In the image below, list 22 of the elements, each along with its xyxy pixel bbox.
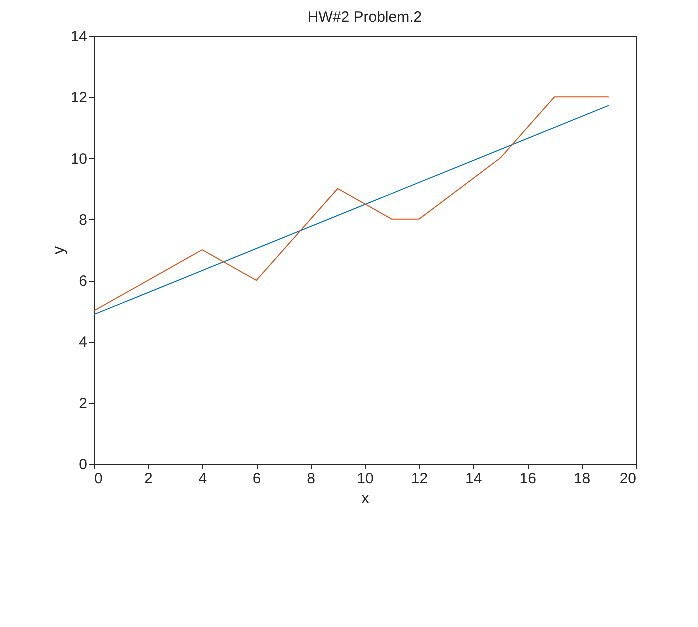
y-tick-label: 12 — [70, 90, 88, 107]
x-tick-label: 8 — [307, 470, 316, 488]
x-tick-label: 10 — [357, 470, 374, 488]
y-tick-label: 8 — [79, 212, 88, 229]
x-axis-title: x — [362, 490, 370, 508]
y-tick-label: 14 — [70, 28, 88, 46]
x-tick-label: 20 — [620, 470, 636, 488]
chart-title: HW#2 Problem.2 — [308, 9, 422, 26]
y-tick-label: 0 — [79, 456, 88, 474]
x-tick-label: 6 — [252, 470, 262, 488]
x-tick-label: 18 — [574, 470, 591, 488]
y-tick-label: 10 — [70, 150, 88, 168]
x-tick-label: 12 — [411, 470, 428, 488]
y-tick-label: 2 — [79, 395, 88, 412]
x-tick-label: 4 — [198, 470, 208, 488]
y-axis-title: y — [50, 246, 68, 254]
x-tick-label: 16 — [520, 470, 536, 488]
y-tick-label: 4 — [79, 334, 88, 352]
x-tick-label: 0 — [94, 470, 103, 488]
y-tick-label: 6 — [79, 273, 88, 290]
x-tick-label: 14 — [466, 470, 482, 488]
x-tick-label: 2 — [144, 470, 153, 488]
